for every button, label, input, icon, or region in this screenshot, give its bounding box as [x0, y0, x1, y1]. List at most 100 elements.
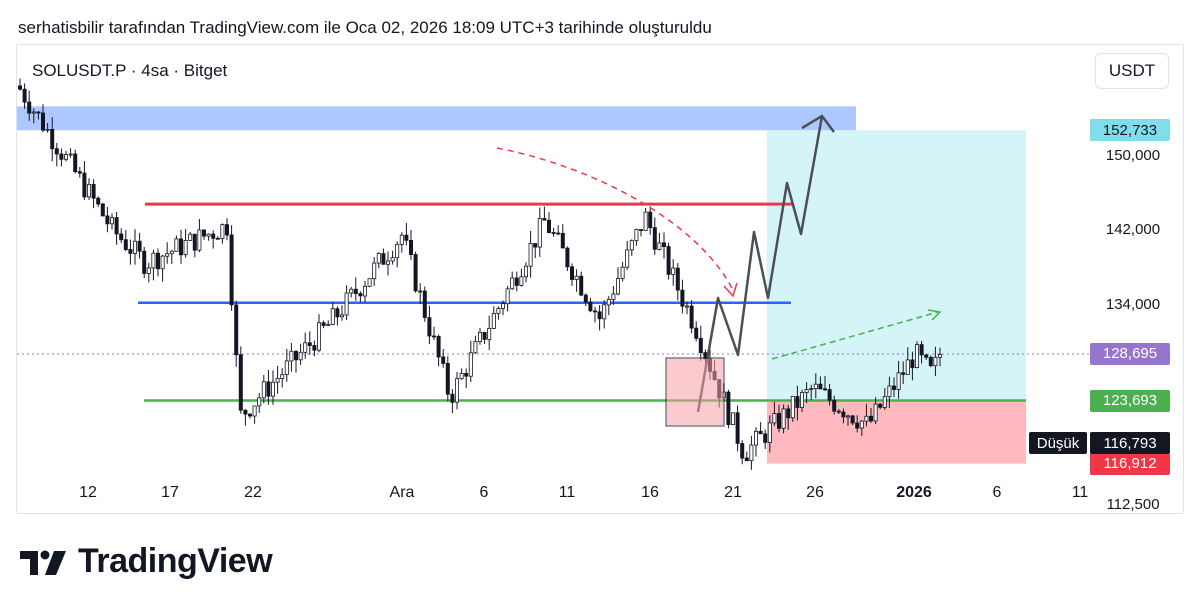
candle-body: [905, 359, 910, 375]
candle-body: [36, 111, 41, 114]
candle-body: [832, 399, 837, 412]
candle-body: [666, 246, 671, 275]
candle-body: [445, 362, 450, 395]
candle-body: [910, 359, 915, 368]
candle-body: [767, 422, 772, 443]
candle-body: [620, 266, 625, 279]
candle-body: [91, 183, 96, 199]
candle-body: [137, 240, 142, 252]
candle-body: [114, 217, 119, 235]
candle-body: [160, 255, 165, 270]
candle-body: [643, 211, 648, 232]
candle-body: [77, 171, 82, 174]
candle-body: [680, 289, 685, 307]
candle-body: [547, 219, 552, 234]
candle-body: [316, 322, 321, 351]
candle-body: [524, 265, 529, 278]
symbol-label: SOLUSDT.P · 4sa · Bitget: [28, 61, 232, 81]
candle-body: [321, 322, 326, 326]
candle-body: [869, 415, 874, 422]
candle-body: [533, 243, 538, 248]
candle-body: [583, 294, 588, 303]
candle-body: [800, 391, 805, 408]
candle-body: [284, 360, 289, 375]
candle-body: [54, 148, 59, 155]
x-tick-label: 17: [161, 484, 179, 501]
x-tick-label: 26: [806, 484, 824, 501]
candle-body: [146, 267, 151, 274]
candle-body: [565, 247, 570, 268]
candle-body: [183, 239, 188, 256]
candle-body: [611, 293, 616, 300]
x-tick-label: 11: [1071, 484, 1089, 501]
y-tick-label: 150,000: [1105, 146, 1161, 164]
candle-body: [450, 393, 455, 403]
candle-body: [657, 242, 662, 250]
candle-body: [477, 331, 482, 342]
candle-body: [303, 342, 308, 353]
brand-name: TradingView: [78, 542, 273, 580]
candle-body: [496, 308, 501, 314]
candle-body: [459, 372, 464, 380]
candle-body: [344, 292, 349, 316]
candle-body: [155, 252, 160, 270]
candle-body: [436, 335, 441, 358]
candle-body: [588, 301, 593, 312]
candle-body: [100, 203, 105, 217]
candle-body: [639, 229, 644, 231]
candle-body: [662, 242, 667, 247]
candle-body: [896, 372, 901, 390]
candle-body: [744, 457, 749, 462]
candle-body: [220, 224, 225, 239]
candle-body: [422, 290, 427, 318]
candle-body: [289, 350, 294, 362]
trend-line-arrowhead: [927, 309, 942, 321]
candle-body: [606, 298, 611, 306]
candle-body: [634, 229, 639, 242]
candle-body: [335, 308, 340, 318]
candle-body: [151, 252, 156, 269]
y-tick-label: 134,000: [1105, 295, 1161, 313]
candle-body: [694, 327, 699, 339]
candle-body: [836, 410, 841, 413]
candle-body: [50, 128, 55, 150]
chart-frame: [16, 44, 1184, 514]
candle-body: [500, 303, 505, 309]
candle-body: [795, 396, 800, 408]
candle-body: [275, 377, 280, 383]
candle-body: [73, 153, 78, 173]
candle-body: [671, 267, 676, 275]
candle-body: [224, 224, 229, 236]
candle-body: [82, 172, 87, 198]
liquidity-sweep-box: [665, 357, 725, 427]
candle-body: [593, 310, 598, 313]
candle-body: [726, 391, 731, 426]
candle-body: [17, 85, 22, 90]
candle-body: [123, 239, 128, 250]
candle-body: [616, 278, 621, 295]
candle-body: [625, 249, 630, 268]
target-zone: [17, 106, 856, 131]
candle-body: [487, 327, 492, 340]
candle-body: [243, 409, 248, 415]
candle-body: [385, 260, 390, 265]
candle-body: [915, 344, 920, 369]
candle-body: [441, 356, 446, 364]
candle-body: [528, 243, 533, 267]
candle-body: [132, 240, 137, 254]
x-tick-label: 21: [724, 484, 742, 501]
candle-body: [68, 153, 73, 156]
candle-body: [827, 389, 832, 401]
candle-body: [229, 234, 234, 306]
candle-body: [675, 267, 680, 291]
candle-body: [689, 305, 694, 329]
candle-body: [786, 408, 791, 419]
candle-body: [234, 304, 239, 356]
candle-body: [758, 430, 763, 435]
x-tick-label: 2026: [896, 484, 932, 501]
candle-body: [790, 396, 795, 419]
currency-button[interactable]: USDT: [1095, 53, 1169, 89]
candle-body: [307, 342, 312, 346]
tradingview-logo[interactable]: TradingView: [18, 542, 273, 581]
